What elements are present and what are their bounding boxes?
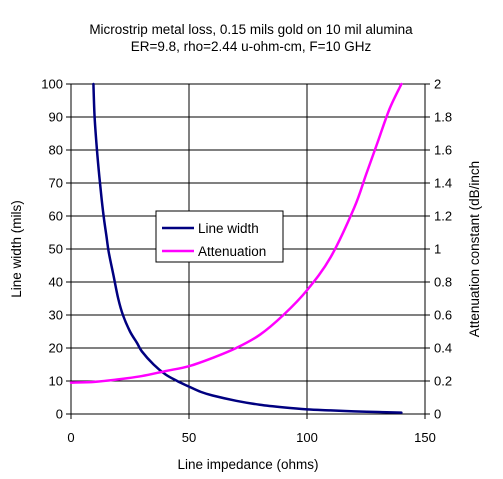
y2-tick-label: 0.4 bbox=[434, 341, 452, 356]
x-tick-label: 150 bbox=[414, 430, 436, 445]
y2-tick-label: 1.2 bbox=[434, 209, 452, 224]
y2-tick-label: 2 bbox=[434, 77, 441, 92]
x-tick-label: 0 bbox=[67, 430, 74, 445]
y2-tick-label: 1.6 bbox=[434, 143, 452, 158]
y2-tick-label: 0.2 bbox=[434, 374, 452, 389]
series-layer bbox=[69, 82, 403, 414]
y-tick-label: 90 bbox=[49, 110, 63, 125]
series-line-attenuation bbox=[69, 82, 403, 384]
legend: Line width Attenuation bbox=[155, 210, 284, 263]
y-axis-ticks: 0 10 20 30 40 50 60 70 80 90 100 bbox=[41, 77, 71, 422]
legend-label-attenuation: Attenuation bbox=[198, 244, 266, 259]
x-tick-label: 50 bbox=[182, 430, 196, 445]
legend-box bbox=[155, 210, 284, 263]
y2-axis-label: Attenuation constant (dB/inch bbox=[467, 161, 482, 337]
y-tick-label: 0 bbox=[56, 407, 63, 422]
y2-tick-label: 0.6 bbox=[434, 308, 452, 323]
y2-tick-label: 0 bbox=[434, 407, 441, 422]
series-line-line-width bbox=[92, 82, 403, 414]
chart-title-line-2: ER=9.8, rho=2.44 u-ohm-cm, F=10 GHz bbox=[131, 39, 372, 54]
y-tick-label: 30 bbox=[49, 308, 63, 323]
y2-tick-label: 0.8 bbox=[434, 275, 452, 290]
y-tick-label: 100 bbox=[41, 77, 63, 92]
legend-label-line-width: Line width bbox=[198, 221, 259, 236]
y-tick-label: 10 bbox=[49, 374, 63, 389]
y-axis-label: Line width (mils) bbox=[9, 200, 24, 298]
y-tick-label: 20 bbox=[49, 341, 63, 356]
y2-axis-ticks: 0 0.2 0.4 0.6 0.8 1 1.2 1.4 1.6 1.8 2 bbox=[425, 77, 452, 422]
y-tick-label: 70 bbox=[49, 176, 63, 191]
y2-tick-label: 1.4 bbox=[434, 176, 452, 191]
y2-tick-label: 1.8 bbox=[434, 110, 452, 125]
x-tick-label: 100 bbox=[296, 430, 318, 445]
y-tick-label: 50 bbox=[49, 242, 63, 257]
chart-title-line-1: Microstrip metal loss, 0.15 mils gold on… bbox=[89, 22, 413, 37]
y-tick-label: 40 bbox=[49, 275, 63, 290]
x-axis-ticks: 0 50 100 150 bbox=[67, 414, 436, 445]
y-tick-label: 60 bbox=[49, 209, 63, 224]
y2-tick-label: 1 bbox=[434, 242, 441, 257]
y-tick-label: 80 bbox=[49, 143, 63, 158]
x-axis-label: Line impedance (ohms) bbox=[177, 457, 318, 472]
